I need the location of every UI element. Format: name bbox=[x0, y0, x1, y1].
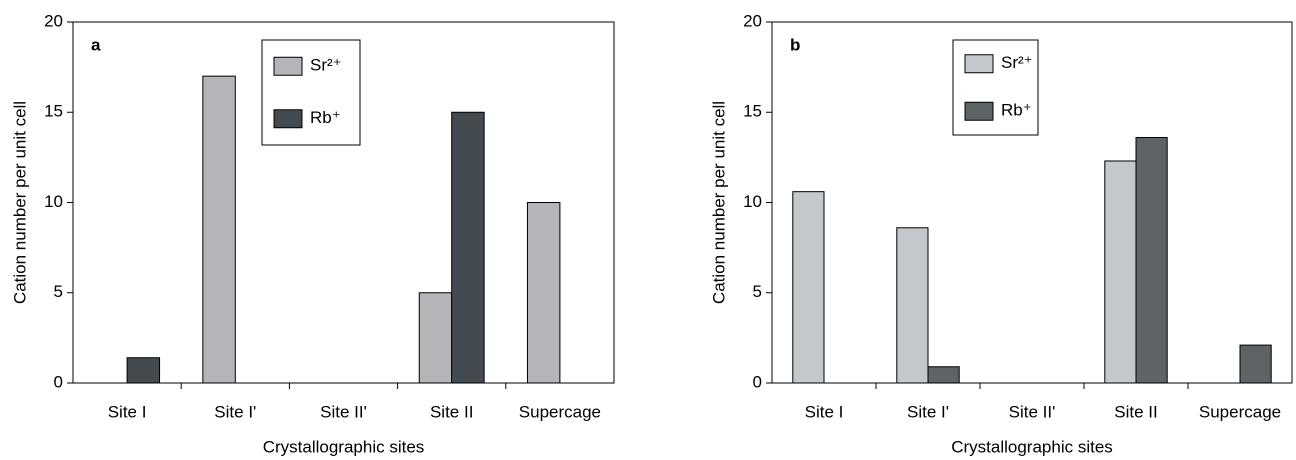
x-axis-label: Crystallographic sites bbox=[951, 437, 1113, 456]
y-tick-label: 15 bbox=[743, 102, 762, 121]
bar bbox=[896, 227, 929, 384]
y-tick-label: 10 bbox=[44, 192, 63, 211]
legend-swatch bbox=[964, 101, 994, 121]
y-tick-label: 20 bbox=[44, 11, 63, 30]
plot-frame bbox=[771, 21, 1293, 384]
y-tick-label: 10 bbox=[743, 192, 762, 211]
y-tick-label: 20 bbox=[743, 11, 762, 30]
legend-frame bbox=[952, 39, 1039, 136]
legend-label: Sr²⁺ bbox=[310, 56, 342, 75]
x-axis-label: Crystallographic sites bbox=[263, 437, 425, 456]
panel-label: a bbox=[91, 35, 101, 54]
bar bbox=[792, 191, 825, 384]
x-tick-label: Site II bbox=[1114, 402, 1157, 421]
panel-label: b bbox=[790, 35, 800, 54]
y-tick-label: 0 bbox=[753, 372, 762, 391]
y-tick-label: 0 bbox=[54, 372, 63, 391]
legend-label: Rb⁺ bbox=[310, 108, 341, 127]
x-tick-label: Supercage bbox=[519, 402, 601, 421]
bar bbox=[202, 75, 236, 384]
bar bbox=[126, 357, 161, 384]
legend-label: Sr²⁺ bbox=[1001, 53, 1033, 72]
bar bbox=[526, 202, 561, 384]
bar bbox=[1239, 344, 1272, 384]
bar bbox=[451, 111, 485, 384]
bar bbox=[927, 366, 960, 384]
x-tick-label: Site I' bbox=[214, 402, 256, 421]
x-tick-label: Site II' bbox=[1009, 402, 1056, 421]
legend-label: Rb⁺ bbox=[1001, 101, 1032, 120]
legend-swatch bbox=[273, 109, 303, 129]
legend-frame bbox=[261, 39, 361, 146]
x-tick-label: Site I bbox=[805, 402, 844, 421]
y-tick-label: 5 bbox=[54, 282, 63, 301]
legend-swatch bbox=[273, 56, 303, 76]
y-tick-label: 15 bbox=[44, 102, 63, 121]
x-tick-label: Supercage bbox=[1199, 402, 1281, 421]
bar bbox=[1135, 137, 1168, 384]
y-axis-label: Cation number per unit cell bbox=[709, 101, 728, 304]
bar bbox=[418, 292, 453, 384]
y-axis-label: Cation number per unit cell bbox=[10, 101, 29, 304]
x-tick-label: Site I bbox=[108, 402, 147, 421]
x-tick-label: Site I' bbox=[907, 402, 949, 421]
x-tick-label: Site II' bbox=[320, 402, 367, 421]
legend-swatch bbox=[964, 54, 994, 74]
y-tick-label: 5 bbox=[753, 282, 762, 301]
bar bbox=[1104, 160, 1137, 384]
x-tick-label: Site II bbox=[430, 402, 473, 421]
